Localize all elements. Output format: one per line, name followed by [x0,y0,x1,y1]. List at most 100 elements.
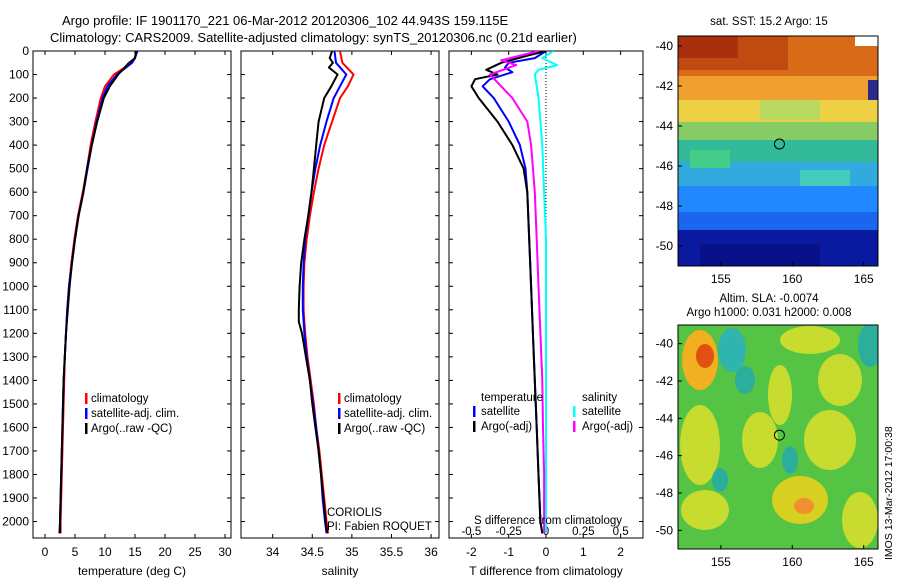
series-line [59,51,138,534]
map-xtick-label: 160 [782,272,802,286]
ytick-label: 600 [9,185,29,199]
temperature-legend-climatology: climatology [91,393,149,405]
ytick-label: 1000 [2,279,29,293]
sst-map-title: sat. SST: 15.2 Argo: 15 [710,16,828,28]
xtick-label: 5 [72,545,79,559]
ytick-label: 400 [9,138,29,152]
map-xtick-label: 165 [854,555,874,569]
ytick-label: 1100 [3,303,29,317]
sla-map-panel: Altim. SLA: -0.0074 Argo h1000: 0.031 h2… [656,293,879,569]
imos-stamp: IMOS 13-Mar-2012 17:00:38 [883,426,895,560]
sla-map-title-2: Argo h1000: 0.031 h2000: 0.008 [687,307,852,319]
ytick-label: 0 [22,44,29,58]
difference-legend: temperature satellite Argo(-adj) salinit… [473,392,633,433]
ytick-label: 1200 [2,326,29,340]
sla-map-ticks: 155 160 165 -40 -42 -44 -46 -48 -50 [656,337,874,569]
series-line [489,51,546,534]
ytick-label: 1500 [2,397,29,411]
map-ytick-label: -48 [656,486,674,500]
temperature-ticks: 0 5 10 15 20 25 300100200300400500600700800900… [2,44,232,559]
legend-title-temperature: temperature [481,392,543,404]
map-ytick-label: -48 [656,199,674,213]
ytick-label: 900 [9,256,29,270]
legend-title-salinity: salinity [582,392,617,404]
temperature-legend: climatology satellite-adj. clim. Argo(..… [85,393,179,435]
sst-map-frame [677,35,879,267]
ytick-label: 1800 [2,467,29,481]
map-ytick-label: -42 [656,79,674,93]
salinity-axes-frame [240,50,440,539]
sst-map-panel: sat. SST: 15.2 Argo: 15 155 160 165 -40 -42 -… [656,16,879,286]
difference-series-lines [470,51,559,534]
legend-s-satellite: satellite [582,406,621,418]
xtick-label: 25 [188,545,202,559]
xtick-label: 0 [42,545,49,559]
legend-t-argo: Argo(-adj) [481,421,532,433]
xtick-label: 0 [543,545,550,559]
map-ytick-label: -50 [656,239,674,253]
xtick-label: 35 [345,545,359,559]
header-line-2: Climatology: CARS2009. Satellite-adjuste… [50,30,577,45]
ytick-label: 1300 [2,350,29,364]
map-xtick-label: 165 [854,272,874,286]
difference-panel: -2 -1 0 1 2-0.5 -0.25 0 0.25 0.5 S difference fr… [448,50,644,578]
s-diff-tick-label: -0.25 [496,526,522,538]
salinity-xlabel: salinity [322,564,359,578]
ytick-label: 500 [9,162,29,176]
map-ytick-label: -50 [656,523,674,537]
salinity-legend-argo: Argo(..raw -QC) [344,423,425,435]
coriolis-label: CORIOLIS [327,507,382,519]
ytick-label: 800 [9,232,29,246]
legend-t-satellite: satellite [481,406,520,418]
legend-s-argo: Argo(-adj) [582,421,633,433]
sla-argo-position-marker [773,429,785,441]
sst-argo-position-marker [773,138,785,150]
sst-map-ticks: 155 160 165 -40 -42 -44 -46 -48 -50 [656,39,874,286]
map-xtick-label: 160 [782,555,802,569]
s-difference-label: S difference from climatology [474,515,622,527]
salinity-panel: 34 34.5 35 35.5 36 salinity climatology sate… [240,50,440,578]
sst-heatmap [678,36,878,266]
map-ytick-label: -44 [656,411,674,425]
salinity-series-lines [297,51,355,534]
header-line-1: Argo profile: IF 1901170_221 06-Mar-2012… [62,13,509,28]
salinity-ticks: 34 34.5 35 35.5 36 [241,50,439,559]
temperature-legend-satellite: satellite-adj. clim. [91,408,179,420]
map-xtick-label: 155 [711,272,731,286]
map-xtick-label: 155 [711,555,731,569]
xtick-label: 1 [580,545,587,559]
xtick-label: 20 [158,545,172,559]
temperature-legend-argo: Argo(..raw -QC) [91,423,172,435]
xtick-label: 10 [98,545,112,559]
xtick-label: 34 [266,545,280,559]
map-ytick-label: -44 [656,119,674,133]
ytick-label: 300 [9,115,29,129]
temperature-xlabel: temperature (deg C) [78,564,186,578]
map-ytick-label: -46 [656,159,674,173]
xtick-label: -1 [503,545,514,559]
ytick-label: 200 [9,91,29,105]
xtick-label: 34.5 [301,545,325,559]
xtick-label: 2 [617,545,624,559]
xtick-label: 35.5 [380,545,404,559]
sla-heatmap [678,325,878,549]
difference-ticks: -2 -1 0 1 2-0.5 -0.25 0 0.25 0.5 [449,50,643,559]
sla-map-frame [677,324,879,550]
xtick-label: 36 [424,545,438,559]
salinity-legend: climatology satellite-adj. clim. Argo(..… [338,393,432,435]
sla-map-title-1: Altim. SLA: -0.0074 [719,293,819,305]
map-ytick-label: -40 [656,39,674,53]
ytick-label: 1400 [2,373,29,387]
salinity-legend-satellite: satellite-adj. clim. [344,408,432,420]
pi-label: PI: Fabien ROQUET [327,521,432,533]
xtick-label: 15 [128,545,142,559]
s-diff-tick-label: -0.5 [461,526,481,538]
ytick-label: 1700 [2,444,29,458]
map-ytick-label: -42 [656,374,674,388]
xtick-label: -2 [466,545,477,559]
ytick-label: 1600 [2,420,29,434]
salinity-legend-climatology: climatology [344,393,402,405]
temperature-panel: 0 5 10 15 20 25 300100200300400500600700800900… [2,44,232,578]
xtick-label: 30 [218,545,232,559]
